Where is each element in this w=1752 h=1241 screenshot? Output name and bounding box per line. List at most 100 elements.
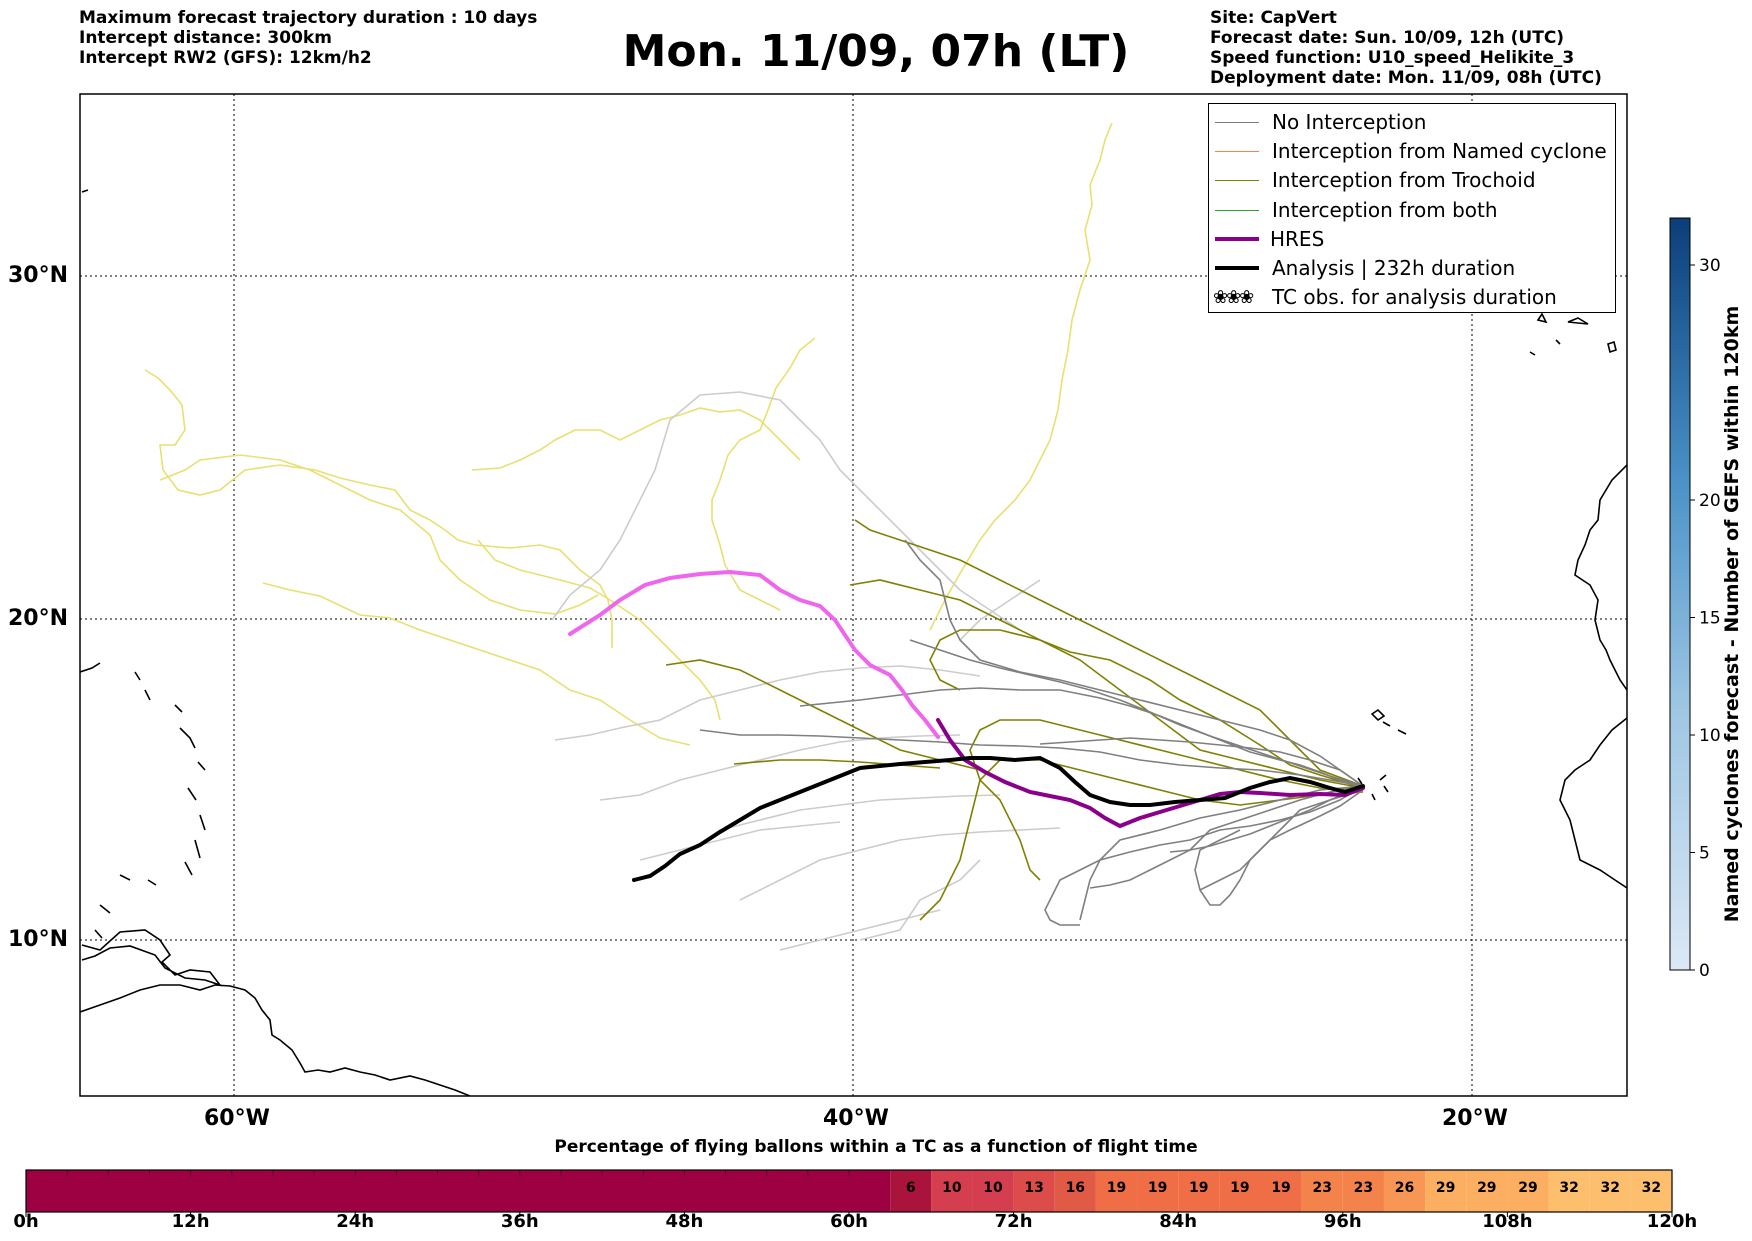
hour-label: 84h xyxy=(1159,1211,1198,1232)
legend-item: Interception from Named cyclone xyxy=(1209,137,1615,166)
west-africa-coast xyxy=(1559,464,1627,889)
percentage-cell-label: 6 xyxy=(905,1180,916,1196)
colorbar-tick-label: 15 xyxy=(1699,609,1721,629)
legend-item: Interception from both xyxy=(1209,196,1615,225)
percentage-cell-label: 23 xyxy=(1312,1180,1332,1196)
caribbean-islands xyxy=(81,929,223,987)
legend-swatch xyxy=(1215,151,1259,153)
percentage-cell-label: 19 xyxy=(1147,1180,1168,1196)
legend-label: Analysis | 232h duration xyxy=(1272,255,1516,280)
percentage-cell xyxy=(1383,1170,1426,1212)
legend-item: Analysis | 232h duration xyxy=(1209,254,1615,283)
percentage-cell xyxy=(931,1170,973,1212)
hour-label: 108h xyxy=(1482,1211,1533,1232)
no-interception-tracks xyxy=(699,539,1364,926)
percentage-cell-label: 19 xyxy=(1189,1180,1209,1196)
trochoid-tracks xyxy=(665,519,1364,921)
legend-label: Interception from both xyxy=(1272,197,1498,222)
legend: No Interception Interception from Named … xyxy=(1208,103,1616,313)
percentage-colorbar xyxy=(25,1169,1673,1217)
percentage-cell xyxy=(1054,1170,1096,1212)
percentage-cell-label: 32 xyxy=(1559,1180,1579,1196)
tc-obs-icon: ❀❀❀ xyxy=(1213,287,1254,309)
no-interception-faded-tracks xyxy=(551,391,1061,951)
percentage-cell-label: 16 xyxy=(1065,1180,1086,1196)
legend-swatch xyxy=(1215,236,1259,241)
lesser-antilles xyxy=(80,662,206,939)
colorbar-tick-label: 20 xyxy=(1699,491,1721,511)
forecast-date-text: Forecast date: Sun. 10/09, 12h (UTC) xyxy=(1210,28,1565,48)
hres-track-late xyxy=(936,718,1365,829)
hour-label: 120h xyxy=(1646,1211,1698,1232)
legend-item: No Interception xyxy=(1209,108,1615,137)
lon-label-40w: 40°W xyxy=(823,1106,889,1131)
lat-label-10n: 10°N xyxy=(8,927,69,952)
percentage-cell xyxy=(1178,1170,1220,1212)
percentage-cell-label: 29 xyxy=(1435,1180,1456,1196)
legend-label: HRES xyxy=(1270,226,1325,251)
hour-label: 12h xyxy=(171,1211,210,1232)
percentage-cell xyxy=(1630,1170,1672,1212)
legend-label: Interception from Trochoid xyxy=(1272,168,1536,193)
percentage-cell xyxy=(1260,1170,1302,1212)
percentage-cell xyxy=(1013,1170,1055,1212)
legend-label: TC obs. for analysis duration xyxy=(1272,285,1557,310)
cyclone-colorbar-ticks: 0 5 10 15 20 30 xyxy=(1690,256,1721,981)
percentage-cell-label: 32 xyxy=(1641,1180,1662,1196)
trochoid-faded-tracks xyxy=(144,122,1113,746)
legend-label: Interception from Named cyclone xyxy=(1272,139,1607,164)
percentage-cell xyxy=(1219,1170,1261,1212)
percentage-cell-label: 19 xyxy=(1106,1180,1127,1196)
percentage-cell-label: 19 xyxy=(1271,1180,1291,1196)
percentage-cell xyxy=(1507,1170,1549,1212)
canary-islands xyxy=(1529,312,1617,356)
percentage-cell xyxy=(1425,1170,1467,1212)
percentage-cell-label: 10 xyxy=(942,1180,962,1196)
legend-label: No Interception xyxy=(1272,110,1427,134)
percentage-cell xyxy=(1095,1170,1138,1212)
percentage-cell-label: 29 xyxy=(1518,1180,1538,1196)
percentage-cell xyxy=(1301,1170,1343,1212)
colorbar-tick-label: 10 xyxy=(1699,726,1721,746)
percentage-cell-label: 32 xyxy=(1600,1180,1621,1196)
cyclone-colorbar-title: Named cyclones forecast - Number of GEFS… xyxy=(1721,305,1743,923)
percentage-cell xyxy=(1137,1170,1179,1212)
intercept-distance-text: Intercept distance: 300km xyxy=(79,28,332,48)
max-duration-text: Maximum forecast trajectory duration : 1… xyxy=(79,8,538,28)
percentage-cell-label: 10 xyxy=(983,1180,1003,1196)
bermuda xyxy=(81,189,89,193)
hour-label: 36h xyxy=(500,1211,539,1232)
deployment-date-text: Deployment date: Mon. 11/09, 08h (UTC) xyxy=(1210,68,1602,88)
cyclone-colorbar xyxy=(1669,217,1691,971)
coastlines xyxy=(80,189,1627,1096)
percentage-cell-label: 26 xyxy=(1394,1180,1415,1196)
hres-track-early xyxy=(568,569,940,739)
percentage-cell-label: 19 xyxy=(1230,1180,1250,1196)
site-text: Site: CapVert xyxy=(1210,8,1337,28)
percentage-cell xyxy=(972,1170,1014,1212)
hour-label: 72h xyxy=(994,1211,1033,1232)
hour-label: 60h xyxy=(830,1211,868,1232)
percentage-cell xyxy=(890,1170,932,1212)
hour-label: 0h xyxy=(13,1211,39,1232)
map-frame xyxy=(79,93,1628,1097)
percentage-cell xyxy=(1342,1170,1384,1212)
percentage-cell-label: 13 xyxy=(1024,1180,1044,1196)
header-right: Site: CapVert Forecast date: Sun. 10/09,… xyxy=(1210,8,1602,88)
percentage-cell xyxy=(1548,1170,1590,1212)
lat-label-30n: 30°N xyxy=(8,263,69,288)
lat-label-20n: 20°N xyxy=(8,606,69,631)
legend-swatch xyxy=(1215,122,1259,123)
hour-label: 96h xyxy=(1323,1211,1362,1232)
cape-verde-islands xyxy=(1357,708,1407,801)
lon-label-20w: 20°W xyxy=(1442,1106,1508,1131)
analysis-track xyxy=(632,755,1365,882)
legend-item: Interception from Trochoid xyxy=(1209,166,1615,195)
lon-label-60w: 60°W xyxy=(204,1106,270,1131)
speed-function-text: Speed function: U10_speed_Helikite_3 xyxy=(1210,48,1575,68)
header-left: Maximum forecast trajectory duration : 1… xyxy=(79,8,537,68)
hour-label: 48h xyxy=(665,1211,704,1232)
legend-item: HRES xyxy=(1209,225,1615,254)
intercept-rw2-text: Intercept RW2 (GFS): 12km/h2 xyxy=(79,48,372,68)
percentage-cell-label: 23 xyxy=(1353,1180,1374,1196)
